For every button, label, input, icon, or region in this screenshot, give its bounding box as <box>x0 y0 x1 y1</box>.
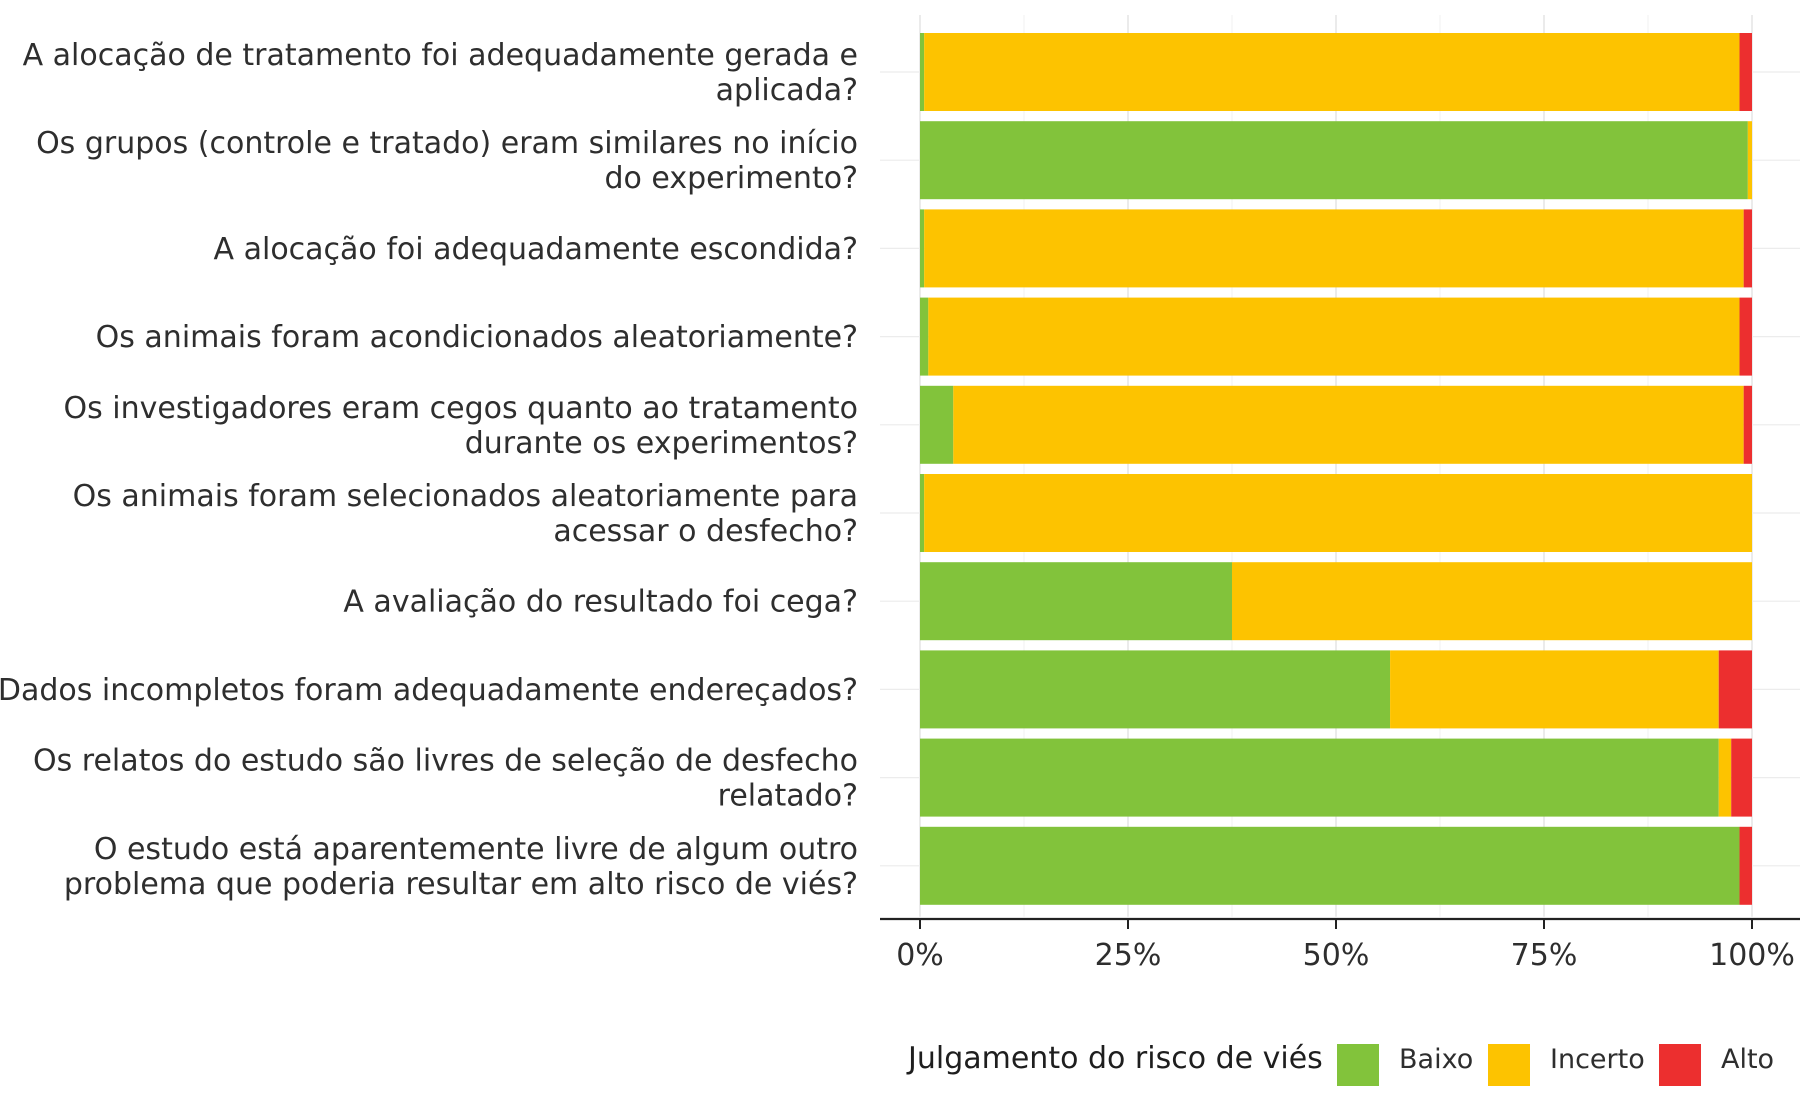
category-label: Os investigadores eram cegos quanto ao t… <box>64 391 858 461</box>
bar-segment-baixo <box>920 33 925 111</box>
bar-segment-alto <box>1731 738 1752 817</box>
legend-swatch-alto <box>1659 1044 1701 1086</box>
bar-segment-incerto <box>924 209 1744 288</box>
bar-segment-incerto <box>924 33 1740 111</box>
category-label: Os relatos do estudo são livres de seleç… <box>33 744 858 814</box>
bar-segment-baixo <box>920 738 1719 817</box>
category-label: O estudo está aparentemente livre de alg… <box>64 832 858 902</box>
category-label: Dados incompletos foram adequadamente en… <box>0 673 858 708</box>
category-label: A avaliação do resultado foi cega? <box>343 585 858 620</box>
legend-title: Julgamento do risco de viés <box>906 1041 1323 1076</box>
category-label: A alocação foi adequadamente escondida? <box>214 232 858 267</box>
bar-segment-incerto <box>1390 650 1719 729</box>
bar-segment-alto <box>1718 650 1752 729</box>
legend-label-incerto: Incerto <box>1550 1044 1645 1075</box>
bar-segment-baixo <box>920 562 1232 641</box>
legend-label-alto: Alto <box>1721 1044 1774 1075</box>
bar-layer <box>920 33 1752 905</box>
bar-segment-baixo <box>920 826 1740 905</box>
category-labels: A alocação de tratamento foi adequadamen… <box>0 38 858 902</box>
bar-segment-baixo <box>920 474 925 552</box>
legend: Julgamento do risco de viés Baixo Incerto A… <box>906 1041 1774 1086</box>
legend-swatch-baixo <box>1337 1044 1379 1086</box>
bar-segment-incerto <box>924 474 1752 552</box>
legend-swatch-incerto <box>1488 1044 1530 1086</box>
category-label: Os animais foram acondicionados aleatori… <box>96 320 858 355</box>
x-tick-label: 25% <box>1095 938 1162 973</box>
bar-segment-alto <box>1739 826 1752 905</box>
bar-segment-incerto <box>1232 562 1752 641</box>
bar-segment-baixo <box>920 209 925 288</box>
x-tick-label: 100% <box>1709 938 1795 973</box>
bar-segment-incerto <box>953 385 1744 464</box>
bar-segment-baixo <box>920 121 1748 200</box>
bar-segment-alto <box>1739 297 1752 376</box>
x-axis: 0% 25% 50% 75% 100% <box>880 917 1800 973</box>
bar-segment-baixo <box>920 297 929 376</box>
bar-segment-alto <box>1739 33 1752 111</box>
bar-segment-baixo <box>920 385 954 464</box>
legend-label-baixo: Baixo <box>1399 1044 1473 1075</box>
bar-segment-incerto <box>1718 738 1732 817</box>
category-label: A alocação de tratamento foi adequadamen… <box>23 38 858 108</box>
x-tick-label: 50% <box>1303 938 1370 973</box>
bar-segment-incerto <box>928 297 1740 376</box>
x-tick-label: 75% <box>1511 938 1578 973</box>
bar-segment-incerto <box>1747 121 1752 200</box>
category-label: Os animais foram selecionados aleatoriam… <box>73 479 858 549</box>
x-tick-label: 0% <box>896 938 944 973</box>
bar-segment-baixo <box>920 650 1391 729</box>
bar-segment-alto <box>1743 209 1752 288</box>
category-label: Os grupos (controle e tratado) eram simi… <box>36 126 858 196</box>
bar-segment-alto <box>1743 385 1752 464</box>
